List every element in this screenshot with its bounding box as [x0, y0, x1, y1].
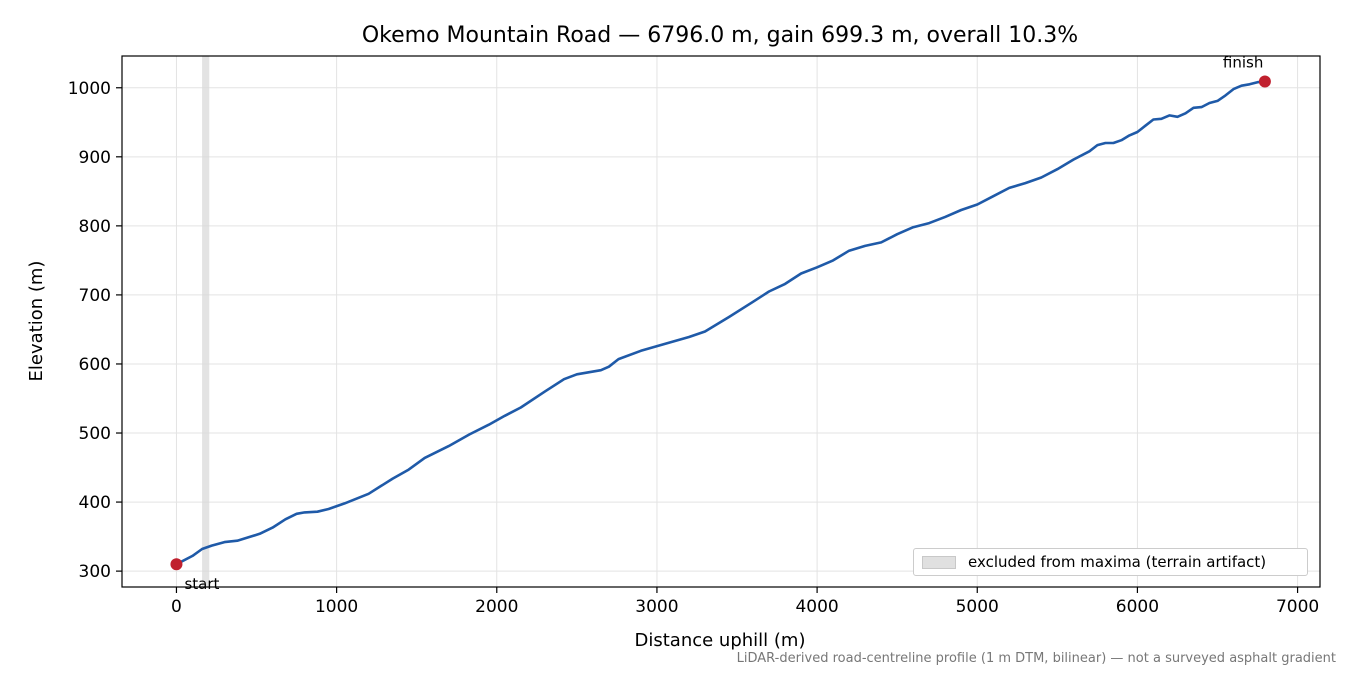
y-tick-label: 1000 [68, 79, 111, 99]
endpoint-markers: start finish [170, 54, 1271, 593]
y-tick-label: 700 [79, 286, 111, 306]
x-tick-label: 6000 [1116, 597, 1159, 617]
y-axis-ticks: 300 400 500 600 700 800 900 1000 [68, 79, 122, 582]
finish-label: finish [1223, 54, 1263, 72]
y-tick-label: 300 [79, 562, 111, 582]
excluded-band [202, 56, 210, 587]
x-tick-label: 5000 [956, 597, 999, 617]
start-label: start [184, 575, 219, 593]
finish-marker [1258, 75, 1271, 88]
x-tick-label: 0 [171, 597, 182, 617]
legend-swatch-excluded [922, 555, 956, 569]
y-tick-label: 400 [79, 493, 111, 513]
x-tick-label: 1000 [315, 597, 358, 617]
footnote: LiDAR-derived road-centreline profile (1… [736, 651, 1336, 666]
y-tick-label: 800 [79, 217, 111, 237]
grid-lines [122, 56, 1320, 587]
x-tick-label: 7000 [1276, 597, 1319, 617]
y-tick-label: 500 [79, 424, 111, 444]
x-axis-label: Distance uphill (m) [635, 630, 806, 651]
y-tick-label: 600 [79, 355, 111, 375]
elevation-line [175, 80, 1266, 566]
x-tick-label: 2000 [475, 597, 518, 617]
y-axis-label: Elevation (m) [26, 261, 47, 382]
chart-title: Okemo Mountain Road — 6796.0 m, gain 699… [362, 23, 1078, 48]
x-axis-ticks: 0 1000 2000 3000 4000 5000 6000 7000 [171, 587, 1319, 617]
y-tick-label: 900 [79, 148, 111, 168]
legend-label-excluded: excluded from maxima (terrain artifact) [968, 553, 1267, 571]
legend: excluded from maxima (terrain artifact) [913, 548, 1308, 576]
start-marker [170, 558, 183, 571]
plot-frame [121, 55, 1321, 588]
x-tick-label: 3000 [635, 597, 678, 617]
x-tick-label: 4000 [795, 597, 838, 617]
